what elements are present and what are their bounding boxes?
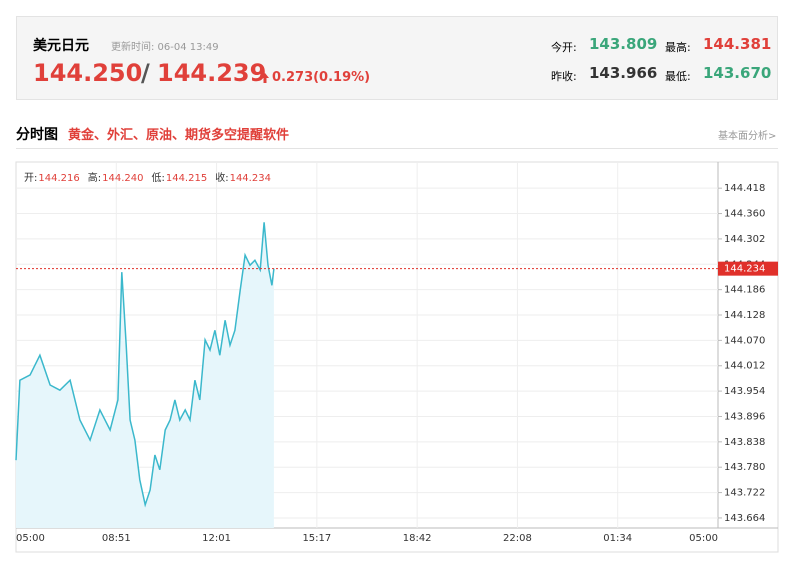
symbol: 美元日元 [33, 38, 89, 54]
stat-label: 最低: [665, 70, 691, 83]
stat-value: 144.381 [703, 35, 772, 53]
promo-link[interactable]: 黄金、外汇、原油、期货多空提醒软件 [68, 128, 290, 143]
y-tick-label: 144.128 [724, 310, 765, 321]
ohlc-label: 高: [88, 171, 101, 184]
y-tick-label: 143.780 [724, 462, 765, 473]
chart-frame [15, 161, 779, 553]
x-tick-label: 22:08 [503, 533, 532, 544]
stat-value: 143.670 [703, 64, 772, 82]
ohlc-value: 144.240 [102, 173, 143, 184]
stat-label: 今开: [551, 41, 577, 54]
y-tick-label: 144.360 [724, 209, 765, 220]
y-tick-label: 144.012 [724, 361, 765, 372]
change: 0.273(0.19%) [272, 70, 371, 85]
section-title: 分时图 [16, 127, 58, 143]
y-tick-label: 143.954 [724, 386, 765, 397]
x-tick-label: 15:17 [302, 533, 331, 544]
reference-label: 144.234 [724, 264, 765, 275]
ohlc-value: 144.215 [166, 173, 207, 184]
up-arrow [261, 73, 269, 83]
price: 144.239 [157, 59, 267, 87]
ohlc-value: 144.234 [230, 173, 271, 184]
x-tick-label: 05:00 [689, 533, 718, 544]
stat-label: 最高: [665, 41, 691, 54]
divider [16, 148, 778, 149]
area [16, 222, 274, 529]
x-tick-label: 01:34 [603, 533, 632, 544]
x-tick-label: 18:42 [403, 533, 432, 544]
ohlc-value: 144.216 [38, 173, 79, 184]
y-tick-label: 144.186 [724, 285, 765, 296]
y-tick-label: 143.664 [724, 513, 765, 524]
y-tick-label: 144.070 [724, 335, 765, 346]
stat-value: 143.966 [589, 64, 658, 82]
x-tick-label: 05:00 [16, 533, 45, 544]
ohlc-label: 收: [215, 171, 228, 184]
reference-box [718, 261, 778, 276]
y-tick-label: 144.302 [724, 234, 765, 245]
y-tick-label: 143.838 [724, 437, 765, 448]
ohlc-label: 开: [24, 173, 37, 184]
ohlc-label: 低: [151, 171, 164, 184]
x-tick-label: 08:51 [102, 533, 131, 544]
analysis-link[interactable]: 基本面分析> [718, 131, 777, 142]
stat-value: 143.809 [589, 35, 658, 53]
update-time: 更新时间: 06-04 13:49 [111, 42, 219, 53]
stat-label: 昨收: [551, 70, 577, 83]
price: 144.250 [33, 59, 143, 87]
separator: / [141, 59, 150, 87]
line [15, 222, 275, 508]
y-tick-label: 143.896 [724, 411, 765, 422]
quote-header: 美元日元 更新时间: 06-04 13:49 144.250 / 144.239… [16, 16, 778, 100]
x-tick-label: 12:01 [202, 533, 231, 544]
y-tick-label: 143.722 [724, 488, 765, 499]
y-tick-label: 144.418 [724, 183, 765, 194]
